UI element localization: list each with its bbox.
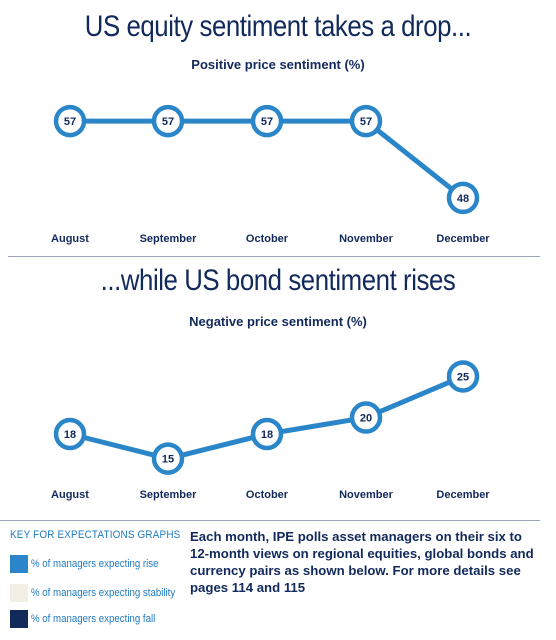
x-tick-label-november: November <box>339 489 394 501</box>
data-point-december <box>446 181 480 215</box>
x-tick-label-october: October <box>246 233 289 245</box>
key-swatch-rise <box>10 555 28 573</box>
x-tick-label-december: December <box>436 489 490 501</box>
data-point-october <box>250 417 284 451</box>
key-swatch-stability <box>10 584 28 602</box>
key-item-stability: % of managers expecting stability <box>10 583 195 603</box>
x-tick-label-december: December <box>436 233 490 245</box>
x-tick-label-september: September <box>140 489 198 501</box>
data-point-august <box>53 417 87 451</box>
key-divider <box>0 520 540 521</box>
key-label-stability: % of managers expecting stability <box>31 587 176 599</box>
data-label-september: 57 <box>162 116 174 128</box>
equity-sentiment-chart: 57 57 57 57 48 August September October November… <box>51 104 490 245</box>
data-point-november <box>349 401 383 434</box>
data-label-november: 20 <box>360 413 372 425</box>
key-item-fall: % of managers expecting fall <box>10 609 172 629</box>
data-label-november: 57 <box>360 116 372 128</box>
data-point-september <box>151 442 185 475</box>
data-label-december: 48 <box>457 193 469 205</box>
key-swatch-fall <box>10 610 28 628</box>
x-tick-label-november: November <box>339 233 394 245</box>
key-item-rise: % of managers expecting rise <box>10 554 176 574</box>
data-label-august: 18 <box>64 429 76 441</box>
data-point-november <box>349 104 383 138</box>
x-tick-label-august: August <box>51 489 89 501</box>
key-label-rise: % of managers expecting rise <box>31 558 159 570</box>
x-tick-label-october: October <box>246 489 289 501</box>
data-label-october: 57 <box>261 116 273 128</box>
data-point-august <box>53 104 87 138</box>
chart-2-title: ...while US bond sentiment rises <box>100 264 456 297</box>
bond-sentiment-chart: 18 15 18 20 25 August September October November… <box>51 360 490 501</box>
key-title: KEY FOR EXPECTATIONS GRAPHS <box>10 529 181 541</box>
chart-1-title: US equity sentiment takes a drop... <box>84 10 472 43</box>
data-label-december: 25 <box>457 371 469 383</box>
key-label-fall: % of managers expecting fall <box>31 613 156 625</box>
chart-1-subtitle: Positive price sentiment (%) <box>191 57 365 72</box>
data-label-september: 15 <box>162 454 174 466</box>
description-text: Each month, IPE polls asset managers on … <box>190 529 534 595</box>
data-label-august: 57 <box>64 116 76 128</box>
x-tick-label-august: August <box>51 233 89 245</box>
data-label-october: 18 <box>261 429 273 441</box>
section-divider <box>8 256 540 257</box>
chart-2-subtitle: Negative price sentiment (%) <box>189 314 367 329</box>
x-tick-label-september: September <box>140 233 198 245</box>
data-point-september <box>151 104 185 138</box>
data-point-december <box>446 360 480 393</box>
data-point-october <box>250 104 284 138</box>
